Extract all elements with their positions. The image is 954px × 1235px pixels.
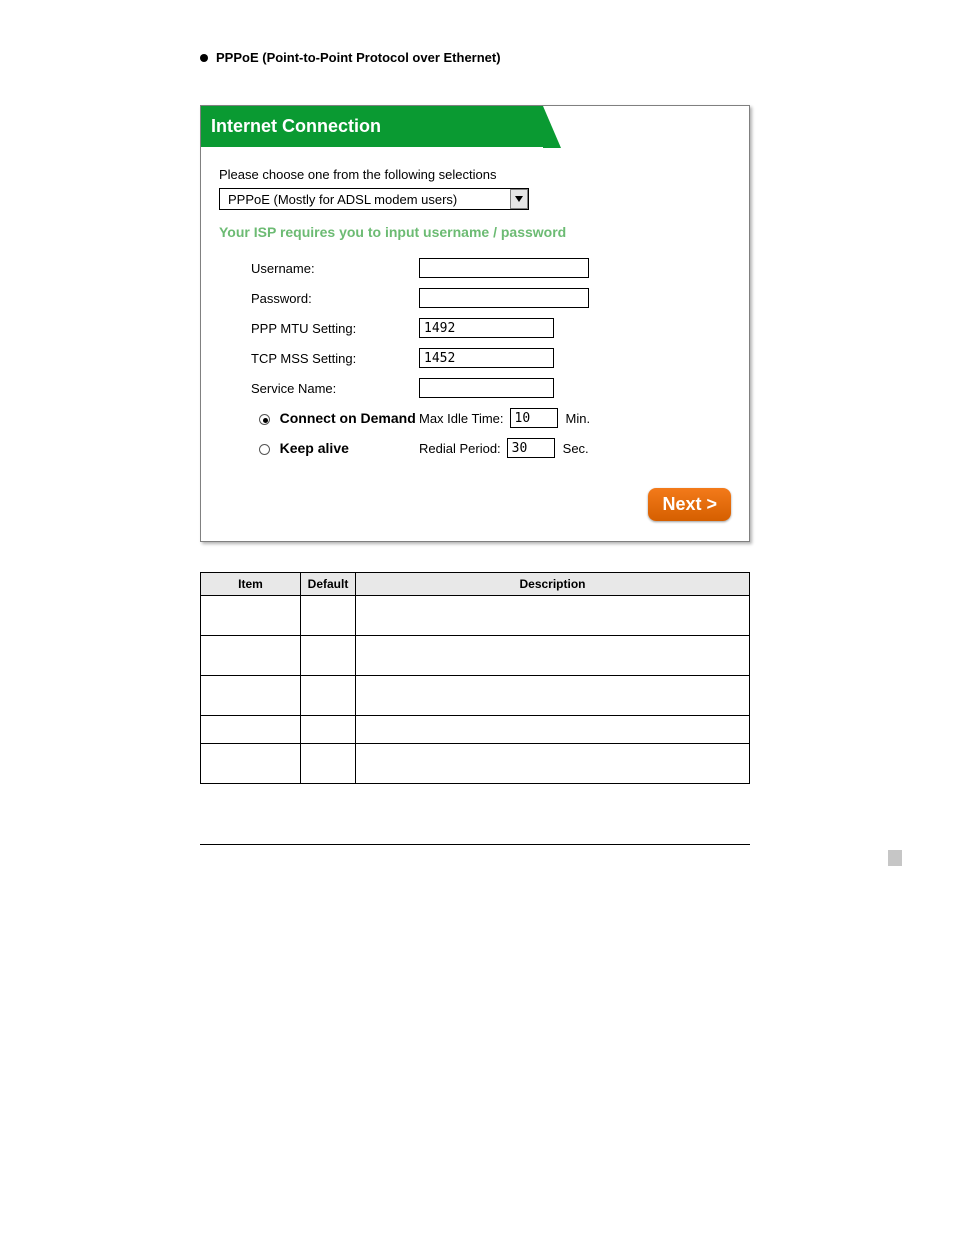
- connect-on-demand-row: Connect on Demand Max Idle Time: Min.: [219, 408, 731, 428]
- form-table: Username: Password: PPP MTU Setting: TCP…: [219, 258, 731, 458]
- redial-unit: Sec.: [563, 441, 589, 456]
- password-row: Password:: [219, 288, 731, 308]
- section-heading: PPPoE (Point-to-Point Protocol over Ethe…: [200, 50, 954, 65]
- panel-tab-row: Internet Connection: [201, 106, 749, 147]
- panel-title: Internet Connection: [211, 116, 381, 136]
- col-item: Item: [201, 573, 301, 596]
- mtu-row: PPP MTU Setting:: [219, 318, 731, 338]
- section-heading-text: PPPoE (Point-to-Point Protocol over Ethe…: [216, 50, 501, 65]
- internet-connection-panel: Internet Connection Please choose one fr…: [200, 105, 750, 542]
- table-row: [201, 744, 750, 784]
- next-button[interactable]: Next >: [648, 488, 731, 521]
- username-label: Username:: [219, 261, 419, 276]
- footer: [200, 844, 750, 845]
- table-row: [201, 636, 750, 676]
- max-idle-label: Max Idle Time:: [419, 411, 504, 426]
- bullet-icon: [200, 54, 208, 62]
- keep-alive-row: Keep alive Redial Period: Sec.: [219, 438, 731, 458]
- connection-type-select[interactable]: PPPoE (Mostly for ADSL modem users): [219, 188, 731, 210]
- service-input[interactable]: [419, 378, 554, 398]
- chevron-down-icon[interactable]: [510, 189, 528, 209]
- table-header-row: Item Default Description: [201, 573, 750, 596]
- service-row: Service Name:: [219, 378, 731, 398]
- service-label: Service Name:: [219, 381, 419, 396]
- radio-unchecked-icon[interactable]: [259, 444, 270, 455]
- username-row: Username:: [219, 258, 731, 278]
- page-marker: [888, 850, 902, 866]
- keep-alive-label: Keep alive: [280, 440, 349, 456]
- mss-row: TCP MSS Setting:: [219, 348, 731, 368]
- redial-label: Redial Period:: [419, 441, 501, 456]
- connect-on-demand-radio[interactable]: Connect on Demand: [219, 410, 419, 426]
- isp-hint: Your ISP requires you to input username …: [219, 224, 731, 240]
- table-row: [201, 596, 750, 636]
- mtu-label: PPP MTU Setting:: [219, 321, 419, 336]
- connection-type-value: PPPoE (Mostly for ADSL modem users): [220, 192, 510, 207]
- prompt-text: Please choose one from the following sel…: [219, 167, 731, 182]
- table-row: [201, 716, 750, 744]
- mss-label: TCP MSS Setting:: [219, 351, 419, 366]
- connection-type-selectbox[interactable]: PPPoE (Mostly for ADSL modem users): [219, 188, 529, 210]
- footer-rule: [200, 844, 750, 845]
- redial-input[interactable]: [507, 438, 555, 458]
- password-input[interactable]: [419, 288, 589, 308]
- mss-input[interactable]: [419, 348, 554, 368]
- col-default: Default: [301, 573, 356, 596]
- next-button-row: Next >: [219, 468, 731, 521]
- panel-body: Please choose one from the following sel…: [201, 147, 749, 541]
- max-idle-input[interactable]: [510, 408, 558, 428]
- max-idle-unit: Min.: [566, 411, 591, 426]
- radio-checked-icon[interactable]: [259, 414, 270, 425]
- mtu-input[interactable]: [419, 318, 554, 338]
- connect-on-demand-label: Connect on Demand: [280, 410, 416, 426]
- table-row: [201, 676, 750, 716]
- description-table: Item Default Description: [200, 572, 750, 784]
- password-label: Password:: [219, 291, 419, 306]
- username-input[interactable]: [419, 258, 589, 278]
- panel-tab: Internet Connection: [201, 106, 543, 147]
- keep-alive-radio[interactable]: Keep alive: [219, 440, 419, 456]
- col-description: Description: [356, 573, 750, 596]
